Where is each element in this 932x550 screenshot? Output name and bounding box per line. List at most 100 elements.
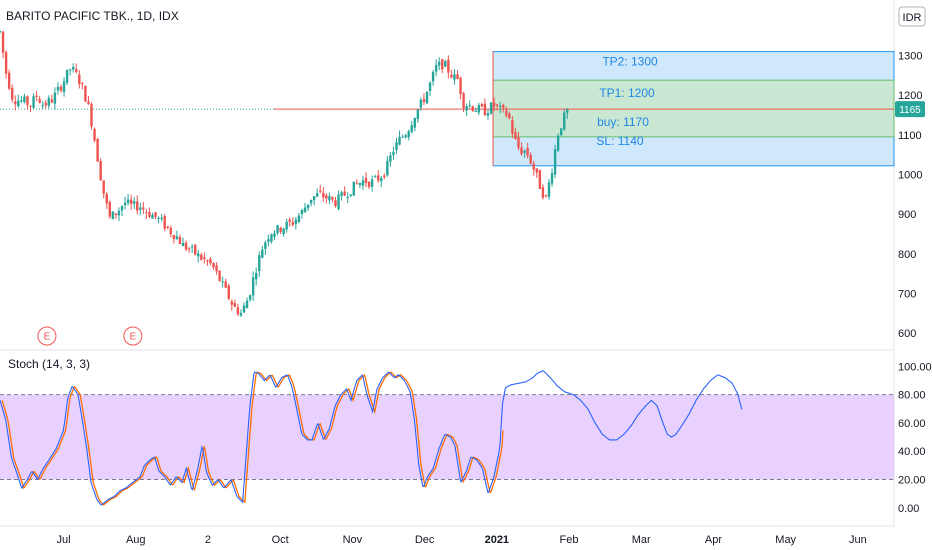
candle-body — [322, 192, 325, 198]
candle-body — [316, 193, 319, 197]
candle-body — [209, 258, 212, 264]
candle-body — [166, 226, 169, 228]
stoch-band — [0, 394, 894, 480]
candle-body — [194, 244, 197, 255]
candle-body — [169, 228, 172, 235]
candle-body — [514, 132, 517, 140]
candle-body — [96, 138, 99, 162]
candle-body — [297, 215, 301, 222]
sl-label: SL: 1140 — [596, 134, 643, 148]
candle-body — [367, 181, 371, 187]
time-tick-label: Jun — [849, 534, 867, 546]
candle-body — [206, 260, 209, 262]
candle-body — [221, 281, 224, 283]
candle-body — [517, 137, 520, 148]
candle-body — [11, 87, 14, 100]
candle-body — [456, 74, 459, 79]
candle-body — [44, 102, 47, 106]
candle-body — [383, 175, 386, 178]
candle-body — [380, 177, 383, 182]
candle-body — [114, 213, 118, 216]
candle-body — [23, 96, 26, 103]
candle-body — [444, 61, 447, 67]
price-tick-label: 1100 — [898, 130, 922, 142]
candle-body — [38, 98, 41, 103]
stoch-pane[interactable]: Stoch (14, 3, 3) — [0, 357, 894, 506]
candle-body — [84, 85, 87, 102]
stoch-axis[interactable]: 0.00 20.00 40.00 60.00 80.00 100.00 — [898, 361, 932, 515]
candle-body — [431, 72, 435, 82]
trade-setup[interactable] — [0, 51, 895, 167]
take-profit-zone[interactable] — [492, 79, 895, 138]
candle-body — [438, 61, 441, 66]
candle-body — [200, 254, 203, 260]
candle-body — [370, 179, 374, 187]
candle-body — [346, 196, 349, 198]
candle-body — [300, 210, 304, 215]
candle-body — [349, 194, 352, 197]
candles — [0, 30, 569, 317]
candle-body — [331, 196, 334, 200]
candle-body — [255, 272, 258, 280]
earnings-marker — [37, 326, 57, 346]
time-tick-label: 2 — [205, 534, 211, 546]
candle-body — [32, 96, 35, 108]
candle-body — [35, 95, 38, 97]
candle-body — [175, 236, 179, 240]
candle-body — [508, 113, 511, 119]
candle-body — [87, 101, 90, 104]
candle-body — [56, 86, 60, 91]
candle-body — [377, 175, 380, 181]
candle-body — [520, 147, 523, 154]
candle-body — [203, 257, 206, 260]
candle-body — [108, 202, 111, 217]
price-tick-label: 1200 — [898, 90, 922, 102]
stoch-tick-label: 20.00 — [898, 475, 926, 487]
candle-body — [358, 182, 362, 186]
candle-body — [291, 222, 294, 225]
candle-body — [529, 155, 532, 164]
time-tick-label: 2021 — [485, 534, 509, 546]
tp2-label: TP2: 1300 — [602, 55, 658, 69]
candle-body — [233, 302, 237, 307]
buy-label: buy: 1170 — [597, 115, 649, 129]
candle-body — [41, 105, 44, 107]
currency-button[interactable] — [898, 6, 926, 27]
price-tick-label: 1000 — [898, 170, 922, 182]
candle-body — [236, 307, 240, 315]
candle-body — [157, 217, 160, 219]
stoch-title[interactable]: Stoch (14, 3, 3) — [8, 357, 90, 371]
candle-body — [93, 128, 96, 141]
candle-body — [181, 242, 185, 247]
time-tick-label: Jul — [57, 534, 71, 546]
candle-body — [462, 93, 465, 109]
candle-body — [419, 99, 423, 108]
stoch-d-line — [1, 371, 504, 506]
candle-body — [553, 149, 557, 175]
candle-body — [102, 180, 105, 194]
candle-body — [142, 207, 145, 210]
candle-body — [483, 103, 487, 116]
price-tick-label: 900 — [898, 209, 916, 221]
candle-body — [410, 125, 413, 133]
candle-body — [373, 176, 377, 178]
chart-title[interactable]: BARITO PACIFIC TBK., 1D, IDX — [6, 9, 179, 23]
candle-body — [294, 219, 298, 225]
candle-body — [312, 196, 316, 201]
candle-body — [123, 202, 127, 206]
candle-body — [401, 136, 404, 138]
candle-body — [489, 102, 493, 114]
candle-body — [0, 31, 2, 33]
candle-body — [392, 151, 395, 155]
candle-body — [245, 300, 249, 309]
candle-body — [544, 195, 548, 197]
candle-body — [261, 249, 264, 258]
candle-body — [187, 248, 191, 250]
candle-body — [90, 103, 93, 127]
price-axis[interactable]: 60070080090010001100120013001400 — [898, 11, 922, 340]
candle-body — [81, 83, 84, 85]
time-axis[interactable]: Jul Aug 2 Oct Nov Dec 2021 Feb Mar Apr May Jun — [57, 534, 867, 546]
candle-body — [465, 106, 468, 111]
